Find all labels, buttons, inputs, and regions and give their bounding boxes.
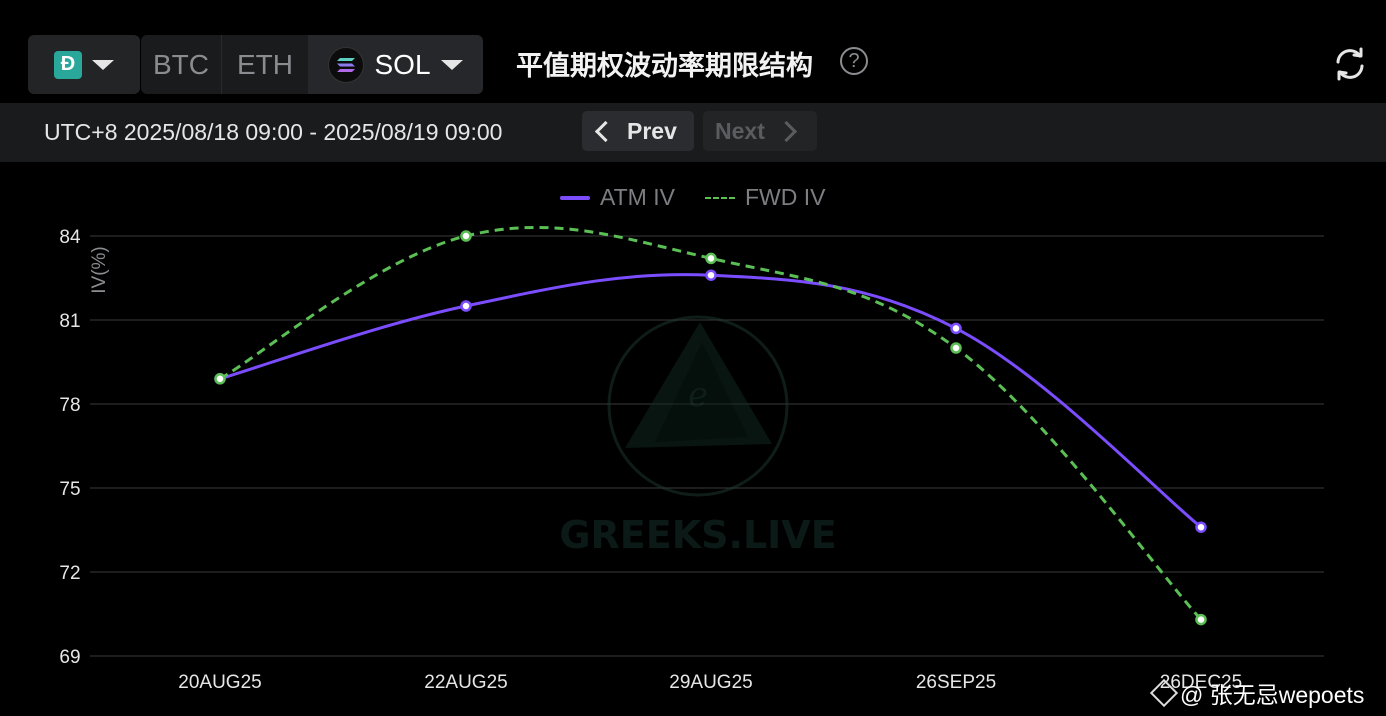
credit-text: @ 张无忌wepoets	[1180, 682, 1365, 708]
legend-item-atm[interactable]: ATM IV	[560, 184, 675, 211]
data-point-atm-1	[460, 300, 472, 312]
series-layer	[214, 226, 1207, 626]
asset-tab-eth[interactable]: ETH	[221, 35, 308, 94]
solana-logo-icon	[328, 46, 365, 83]
legend-label-atm: ATM IV	[600, 184, 675, 210]
asset-tab-sol-label: SOL	[374, 48, 431, 80]
y-tick-label: 69	[59, 647, 80, 668]
exchange-selector[interactable]: Ð	[28, 35, 140, 94]
watermark-brand: GREEKS.LIVE	[559, 513, 836, 557]
legend-label-fwd: FWD IV	[744, 184, 826, 210]
asset-tab-btc[interactable]: BTC	[153, 48, 209, 80]
page-title: 平值期权波动率期限结构	[516, 51, 813, 81]
y-tick-label: 78	[59, 395, 80, 416]
credit-watermark: @ 张无忌wepoets	[1149, 676, 1365, 710]
y-tick-label: 84	[59, 227, 81, 248]
watermark-inner-icon	[655, 342, 748, 442]
y-tick-label: 75	[59, 479, 80, 500]
next-button-label: Next	[715, 117, 765, 144]
series-line-fwd	[219, 226, 1203, 621]
grid-layer	[90, 235, 1324, 657]
chevron-down-icon	[440, 59, 463, 70]
y-tick-label: 72	[59, 563, 80, 584]
deribit-logo-icon: Ð	[54, 50, 82, 79]
chevron-left-icon	[594, 120, 617, 142]
data-point-atm-2	[705, 269, 717, 281]
prev-button[interactable]: Prev	[582, 111, 694, 151]
legend-swatch-atm	[560, 195, 590, 200]
x-tick-label: 20AUG25	[178, 672, 261, 693]
data-point-fwd-1	[460, 230, 472, 242]
chevron-right-icon	[775, 120, 797, 142]
data-point-fwd-4	[1195, 613, 1207, 626]
x-tick-labels: 20AUG25 22AUG25 29AUG25 26SEP25 26DEC25	[178, 672, 1242, 693]
y-tick-label: 81	[59, 311, 80, 332]
x-tick-label: 26SEP25	[916, 672, 996, 693]
data-point-fwd-2	[705, 252, 717, 265]
data-point-fwd-0	[214, 373, 226, 385]
chart-area: e GREEKS.LIVE IV(%) 69 72 75 78 81 84 20AUG25…	[59, 226, 1324, 693]
legend-item-fwd[interactable]: FWD IV	[704, 184, 826, 211]
data-point-atm-3	[950, 322, 962, 335]
x-tick-label: 29AUG25	[669, 672, 752, 693]
refresh-icon[interactable]	[1332, 46, 1368, 82]
date-range: UTC+8 2025/08/18 09:00 - 2025/08/19 09:0…	[44, 119, 503, 145]
x-tick-label: 22AUG25	[424, 672, 507, 693]
data-point-atm-4	[1195, 521, 1207, 533]
diamond-logo-icon	[1149, 678, 1179, 708]
legend-swatch-fwd	[704, 196, 735, 199]
y-tick-labels: 69 72 75 78 81 84	[59, 227, 81, 668]
asset-selector: BTC ETH SOL	[141, 35, 483, 94]
y-axis-label: IV(%)	[89, 246, 110, 294]
question-circle-icon[interactable]: ?	[840, 47, 868, 75]
chevron-down-icon	[92, 59, 114, 70]
prev-button-label: Prev	[627, 117, 677, 144]
x-tick-label: 26DEC25	[1160, 672, 1242, 693]
watermark-layer: e GREEKS.LIVE	[559, 315, 837, 557]
asset-tab-sol[interactable]: SOL	[308, 35, 483, 94]
watermark-circle	[607, 315, 789, 497]
watermark-e-glyph: e	[688, 375, 708, 415]
next-button[interactable]: Next	[703, 111, 817, 151]
data-point-fwd-3	[950, 342, 962, 354]
chart-legend: ATM IV FWD IV	[560, 184, 825, 211]
